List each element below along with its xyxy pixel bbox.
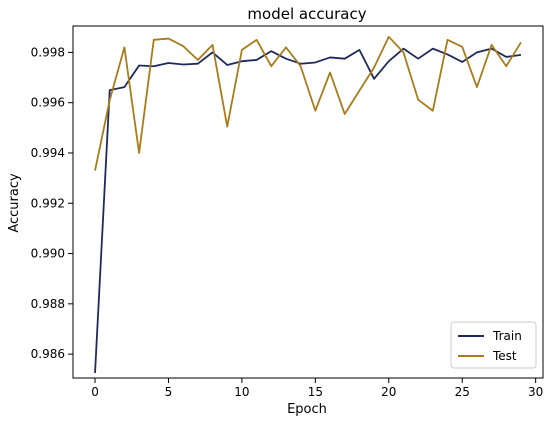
- x-axis-label: Epoch: [287, 402, 327, 417]
- legend-label: Test: [492, 349, 517, 363]
- x-tick-label: 10: [234, 385, 249, 399]
- series-line-test: [94, 35, 522, 171]
- legend-label: Train: [492, 329, 522, 343]
- y-tick-label: 0.986: [31, 347, 65, 361]
- x-tick-label: 5: [165, 385, 173, 399]
- y-tick-label: 0.994: [31, 146, 65, 160]
- chart-title: model accuracy: [247, 5, 366, 23]
- x-tick-label: 0: [91, 385, 99, 399]
- plot-area: [72, 25, 544, 379]
- legend: Train Test: [450, 321, 537, 369]
- y-axis: 0.986 0.988 0.990 0.992 0.994 0.996 0.998: [31, 45, 73, 361]
- y-tick-label: 0.988: [31, 297, 65, 311]
- x-tick-label: 25: [455, 385, 470, 399]
- plot-border: [72, 25, 544, 379]
- y-tick-label: 0.990: [31, 247, 65, 261]
- y-axis-label: Accuracy: [7, 173, 22, 233]
- series-line-train: [94, 47, 522, 374]
- x-tick-label: 15: [308, 385, 323, 399]
- x-axis: 0 5 10 15 20 25 30: [91, 378, 543, 399]
- series-layer: [94, 35, 522, 374]
- y-tick-label: 0.996: [31, 96, 65, 110]
- y-tick-label: 0.992: [31, 196, 65, 210]
- x-tick-label: 30: [528, 385, 543, 399]
- x-tick-label: 20: [381, 385, 396, 399]
- y-tick-label: 0.998: [31, 45, 65, 59]
